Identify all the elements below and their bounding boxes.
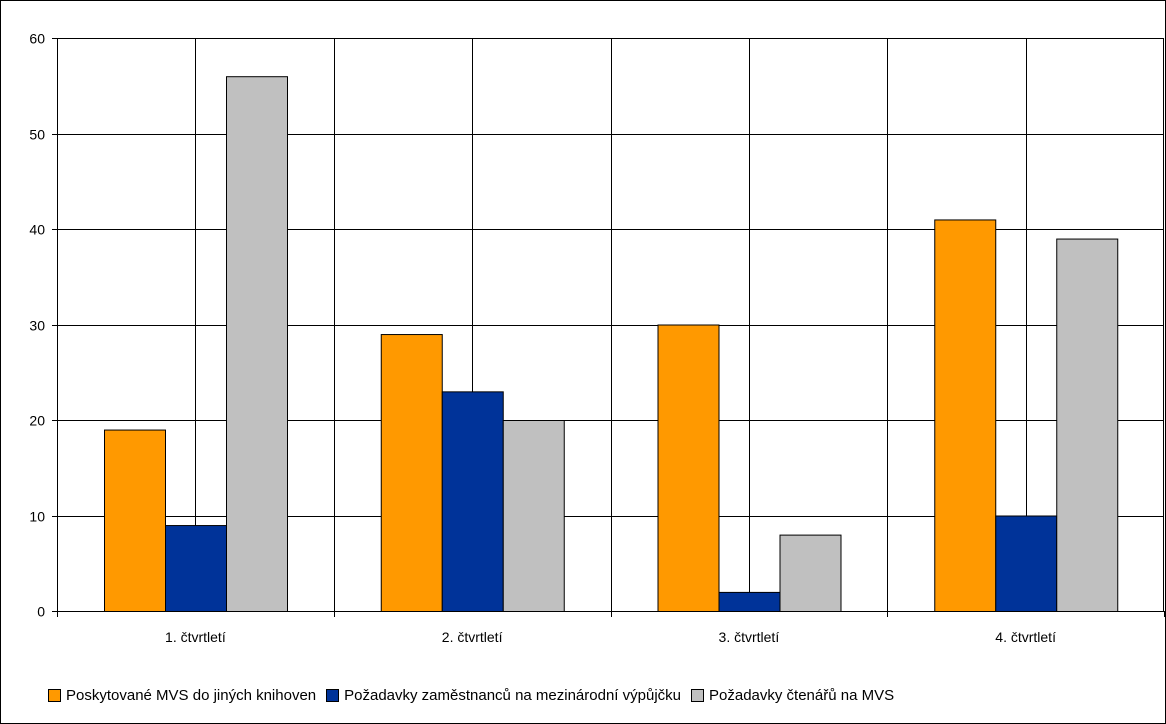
legend-swatch bbox=[326, 688, 340, 702]
bars bbox=[104, 76, 1119, 613]
y-tick-label: 30 bbox=[29, 318, 45, 334]
axes bbox=[52, 38, 1165, 617]
y-tick-label: 50 bbox=[29, 127, 45, 143]
bar bbox=[718, 591, 781, 613]
y-tick-label: 0 bbox=[37, 604, 45, 620]
x-tick-label: 1. čtvrtletí bbox=[165, 629, 226, 645]
legend-item: Poskytované MVS do jiných knihoven bbox=[48, 687, 316, 704]
bar bbox=[657, 324, 720, 612]
legend-label: Požadavky zaměstnanců na mezinárodní výp… bbox=[344, 686, 681, 704]
legend-label: Poskytované MVS do jiných knihoven bbox=[66, 686, 317, 704]
x-tick-label: 4. čtvrtletí bbox=[995, 629, 1056, 645]
x-tick-label: 2. čtvrtletí bbox=[442, 629, 503, 645]
bar bbox=[104, 429, 166, 612]
bar bbox=[226, 76, 288, 612]
legend-swatch bbox=[691, 688, 704, 702]
legend-label: Požadavky čtenářů na MVS bbox=[709, 686, 895, 704]
y-tick-label: 20 bbox=[29, 413, 45, 429]
legend-swatch bbox=[48, 688, 61, 702]
x-tick-label: 3. čtvrtletí bbox=[719, 629, 780, 645]
y-tick-label: 40 bbox=[29, 222, 45, 238]
bar bbox=[380, 334, 443, 612]
bar bbox=[165, 525, 227, 612]
bar bbox=[1056, 238, 1119, 613]
bar bbox=[934, 219, 997, 612]
bar bbox=[441, 391, 504, 612]
legend: Poskytované MVS do jiných knihoven Požad… bbox=[48, 683, 894, 707]
legend-item: Požadavky čtenářů na MVS bbox=[691, 687, 894, 704]
bar bbox=[995, 515, 1058, 612]
y-tick-label: 60 bbox=[29, 31, 45, 47]
plot-area-border bbox=[57, 38, 1164, 612]
bar bbox=[502, 420, 565, 612]
legend-item: Požadavky zaměstnanců na mezinárodní výp… bbox=[326, 687, 681, 704]
tick-labels: 0 10 20 30 40 50 60 1. čtvrtletí 2. čtvrtletí 3. … bbox=[29, 31, 1056, 646]
bar bbox=[779, 534, 842, 612]
y-tick-label: 10 bbox=[29, 509, 45, 525]
